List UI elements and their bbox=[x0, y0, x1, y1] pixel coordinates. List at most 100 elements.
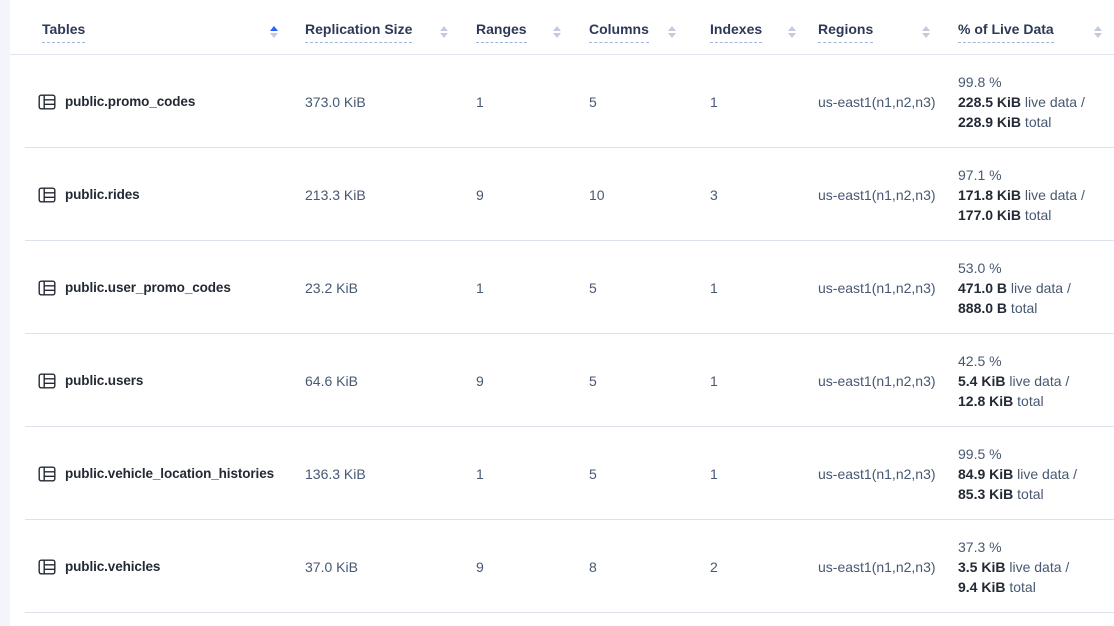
live-data-size: 228.5 KiB live data / bbox=[958, 93, 1085, 110]
live-data-cell: 53.0 % 471.0 B live data / 888.0 B total bbox=[950, 241, 1114, 334]
table-header-row: Tables Replication Size Ranges Columns I… bbox=[10, 10, 1114, 55]
sort-icon[interactable] bbox=[668, 26, 676, 38]
total-data-size: 177.0 KiB total bbox=[958, 206, 1052, 223]
columns-cell: 8 bbox=[589, 558, 597, 575]
table-row: public.vehicles 37.0 KiB 9 8 2 us-east1(… bbox=[10, 520, 1114, 613]
ranges-cell: 9 bbox=[476, 372, 484, 389]
sort-desc-icon bbox=[922, 33, 930, 38]
live-data-cell: 42.5 % 5.4 KiB live data / 12.8 KiB tota… bbox=[950, 334, 1114, 427]
column-header-columns[interactable]: Columns bbox=[575, 10, 690, 54]
sort-desc-icon bbox=[668, 33, 676, 38]
indexes-cell: 3 bbox=[710, 186, 718, 203]
regions-cell: us-east1(n1,n2,n3) bbox=[818, 93, 936, 110]
live-data-percent: 37.3 % bbox=[958, 538, 1002, 555]
column-header-tables[interactable]: Tables bbox=[10, 10, 290, 54]
table-body: public.promo_codes 373.0 KiB 1 5 1 us-ea… bbox=[10, 55, 1114, 613]
replication-size-cell: 64.6 KiB bbox=[305, 372, 358, 389]
table-name-link[interactable]: public.vehicles bbox=[65, 559, 161, 574]
sort-asc-icon bbox=[553, 26, 561, 31]
column-header-indexes[interactable]: Indexes bbox=[690, 10, 810, 54]
indexes-cell: 2 bbox=[710, 558, 718, 575]
ranges-cell: 1 bbox=[476, 465, 484, 482]
columns-cell: 5 bbox=[589, 279, 597, 296]
table-name-link[interactable]: public.user_promo_codes bbox=[65, 280, 231, 295]
columns-cell: 10 bbox=[589, 186, 605, 203]
table-name-link[interactable]: public.vehicle_location_histories bbox=[65, 466, 275, 481]
table-icon bbox=[38, 465, 56, 483]
table-name-link[interactable]: public.users bbox=[65, 373, 144, 388]
sort-desc-icon bbox=[440, 33, 448, 38]
sort-icon[interactable] bbox=[1094, 26, 1102, 38]
replication-size-cell: 213.3 KiB bbox=[305, 186, 366, 203]
indexes-cell: 1 bbox=[710, 279, 718, 296]
live-data-size: 5.4 KiB live data / bbox=[958, 372, 1070, 389]
column-header-regions[interactable]: Regions bbox=[810, 10, 950, 54]
ranges-cell: 9 bbox=[476, 558, 484, 575]
table-icon bbox=[38, 279, 56, 297]
columns-cell: 5 bbox=[589, 93, 597, 110]
regions-cell: us-east1(n1,n2,n3) bbox=[818, 372, 936, 389]
total-data-size: 888.0 B total bbox=[958, 299, 1038, 316]
total-data-size: 9.4 KiB total bbox=[958, 578, 1036, 595]
table-row: public.promo_codes 373.0 KiB 1 5 1 us-ea… bbox=[10, 55, 1114, 148]
sort-desc-icon bbox=[270, 33, 278, 38]
live-data-percent: 42.5 % bbox=[958, 352, 1002, 369]
sort-desc-icon bbox=[1094, 33, 1102, 38]
indexes-cell: 1 bbox=[710, 372, 718, 389]
replication-size-cell: 37.0 KiB bbox=[305, 558, 358, 575]
table-name-cell: public.rides bbox=[10, 148, 290, 241]
ranges-cell: 1 bbox=[476, 93, 484, 110]
sort-icon[interactable] bbox=[788, 26, 796, 38]
column-header-label: % of Live Data bbox=[958, 21, 1054, 43]
live-data-cell: 97.1 % 171.8 KiB live data / 177.0 KiB t… bbox=[950, 148, 1114, 241]
regions-cell: us-east1(n1,n2,n3) bbox=[818, 465, 936, 482]
sort-asc-icon bbox=[1094, 26, 1102, 31]
table-name-link[interactable]: public.promo_codes bbox=[65, 94, 196, 109]
replication-size-cell: 373.0 KiB bbox=[305, 93, 366, 110]
sort-asc-icon bbox=[922, 26, 930, 31]
table-icon bbox=[38, 93, 56, 111]
sort-desc-icon bbox=[553, 33, 561, 38]
indexes-cell: 1 bbox=[710, 93, 718, 110]
table-icon bbox=[38, 186, 56, 204]
sort-asc-icon bbox=[668, 26, 676, 31]
total-data-size: 228.9 KiB total bbox=[958, 113, 1052, 130]
table-row: public.user_promo_codes 23.2 KiB 1 5 1 u… bbox=[10, 241, 1114, 334]
page-left-gutter bbox=[0, 0, 10, 626]
column-header-replication-size[interactable]: Replication Size bbox=[290, 10, 460, 54]
total-data-size: 85.3 KiB total bbox=[958, 485, 1044, 502]
column-header-label: Indexes bbox=[710, 21, 763, 43]
column-header-ranges[interactable]: Ranges bbox=[460, 10, 575, 54]
table-name-cell: public.users bbox=[10, 334, 290, 427]
sort-desc-icon bbox=[788, 33, 796, 38]
sort-icon[interactable] bbox=[553, 26, 561, 38]
live-data-size: 171.8 KiB live data / bbox=[958, 186, 1085, 203]
table-name-cell: public.vehicles bbox=[10, 520, 290, 613]
table-icon bbox=[38, 558, 56, 576]
live-data-cell: 99.8 % 228.5 KiB live data / 228.9 KiB t… bbox=[950, 55, 1114, 148]
table-name-cell: public.vehicle_location_histories bbox=[10, 427, 290, 520]
columns-cell: 5 bbox=[589, 372, 597, 389]
column-header-label: Regions bbox=[818, 21, 874, 43]
live-data-cell: 99.5 % 84.9 KiB live data / 85.3 KiB tot… bbox=[950, 427, 1114, 520]
table-name-cell: public.promo_codes bbox=[10, 55, 290, 148]
sort-asc-icon bbox=[440, 26, 448, 31]
column-header-label: Ranges bbox=[476, 21, 527, 43]
ranges-cell: 1 bbox=[476, 279, 484, 296]
sort-icon[interactable] bbox=[440, 26, 448, 38]
table-name-link[interactable]: public.rides bbox=[65, 187, 140, 202]
table-name-cell: public.user_promo_codes bbox=[10, 241, 290, 334]
live-data-percent: 99.5 % bbox=[958, 445, 1002, 462]
sort-icon[interactable] bbox=[270, 26, 278, 38]
column-header-label: Replication Size bbox=[305, 21, 413, 43]
live-data-size: 471.0 B live data / bbox=[958, 279, 1071, 296]
replication-size-cell: 23.2 KiB bbox=[305, 279, 358, 296]
live-data-cell: 37.3 % 3.5 KiB live data / 9.4 KiB total bbox=[950, 520, 1114, 613]
regions-cell: us-east1(n1,n2,n3) bbox=[818, 279, 936, 296]
live-data-size: 84.9 KiB live data / bbox=[958, 465, 1078, 482]
column-header-live-data[interactable]: % of Live Data bbox=[950, 10, 1114, 54]
indexes-cell: 1 bbox=[710, 465, 718, 482]
total-data-size: 12.8 KiB total bbox=[958, 392, 1044, 409]
table-row: public.vehicle_location_histories 136.3 … bbox=[10, 427, 1114, 520]
sort-icon[interactable] bbox=[922, 26, 930, 38]
